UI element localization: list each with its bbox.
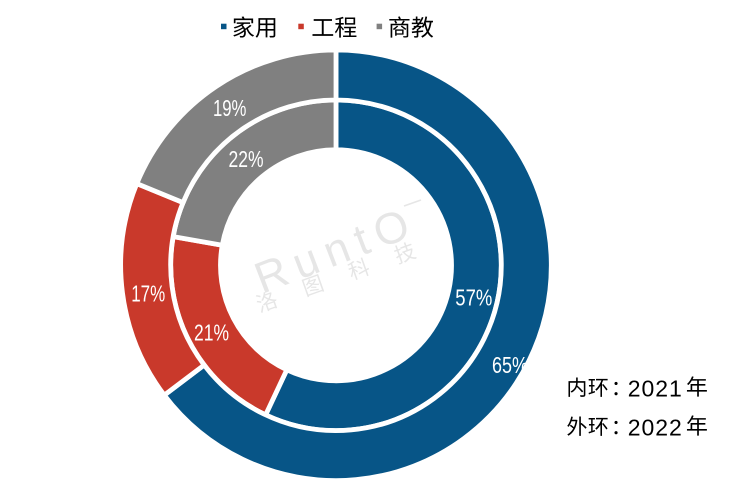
svg-text:2021: 2021 (628, 376, 683, 402)
svg-text:19%: 19% (213, 95, 247, 121)
svg-text:22%: 22% (229, 146, 264, 172)
svg-text:57%: 57% (455, 285, 492, 311)
svg-text:2022: 2022 (628, 415, 683, 441)
svg-text:65%: 65% (492, 352, 528, 378)
svg-text:17%: 17% (131, 280, 165, 306)
svg-text:21%: 21% (194, 320, 229, 346)
